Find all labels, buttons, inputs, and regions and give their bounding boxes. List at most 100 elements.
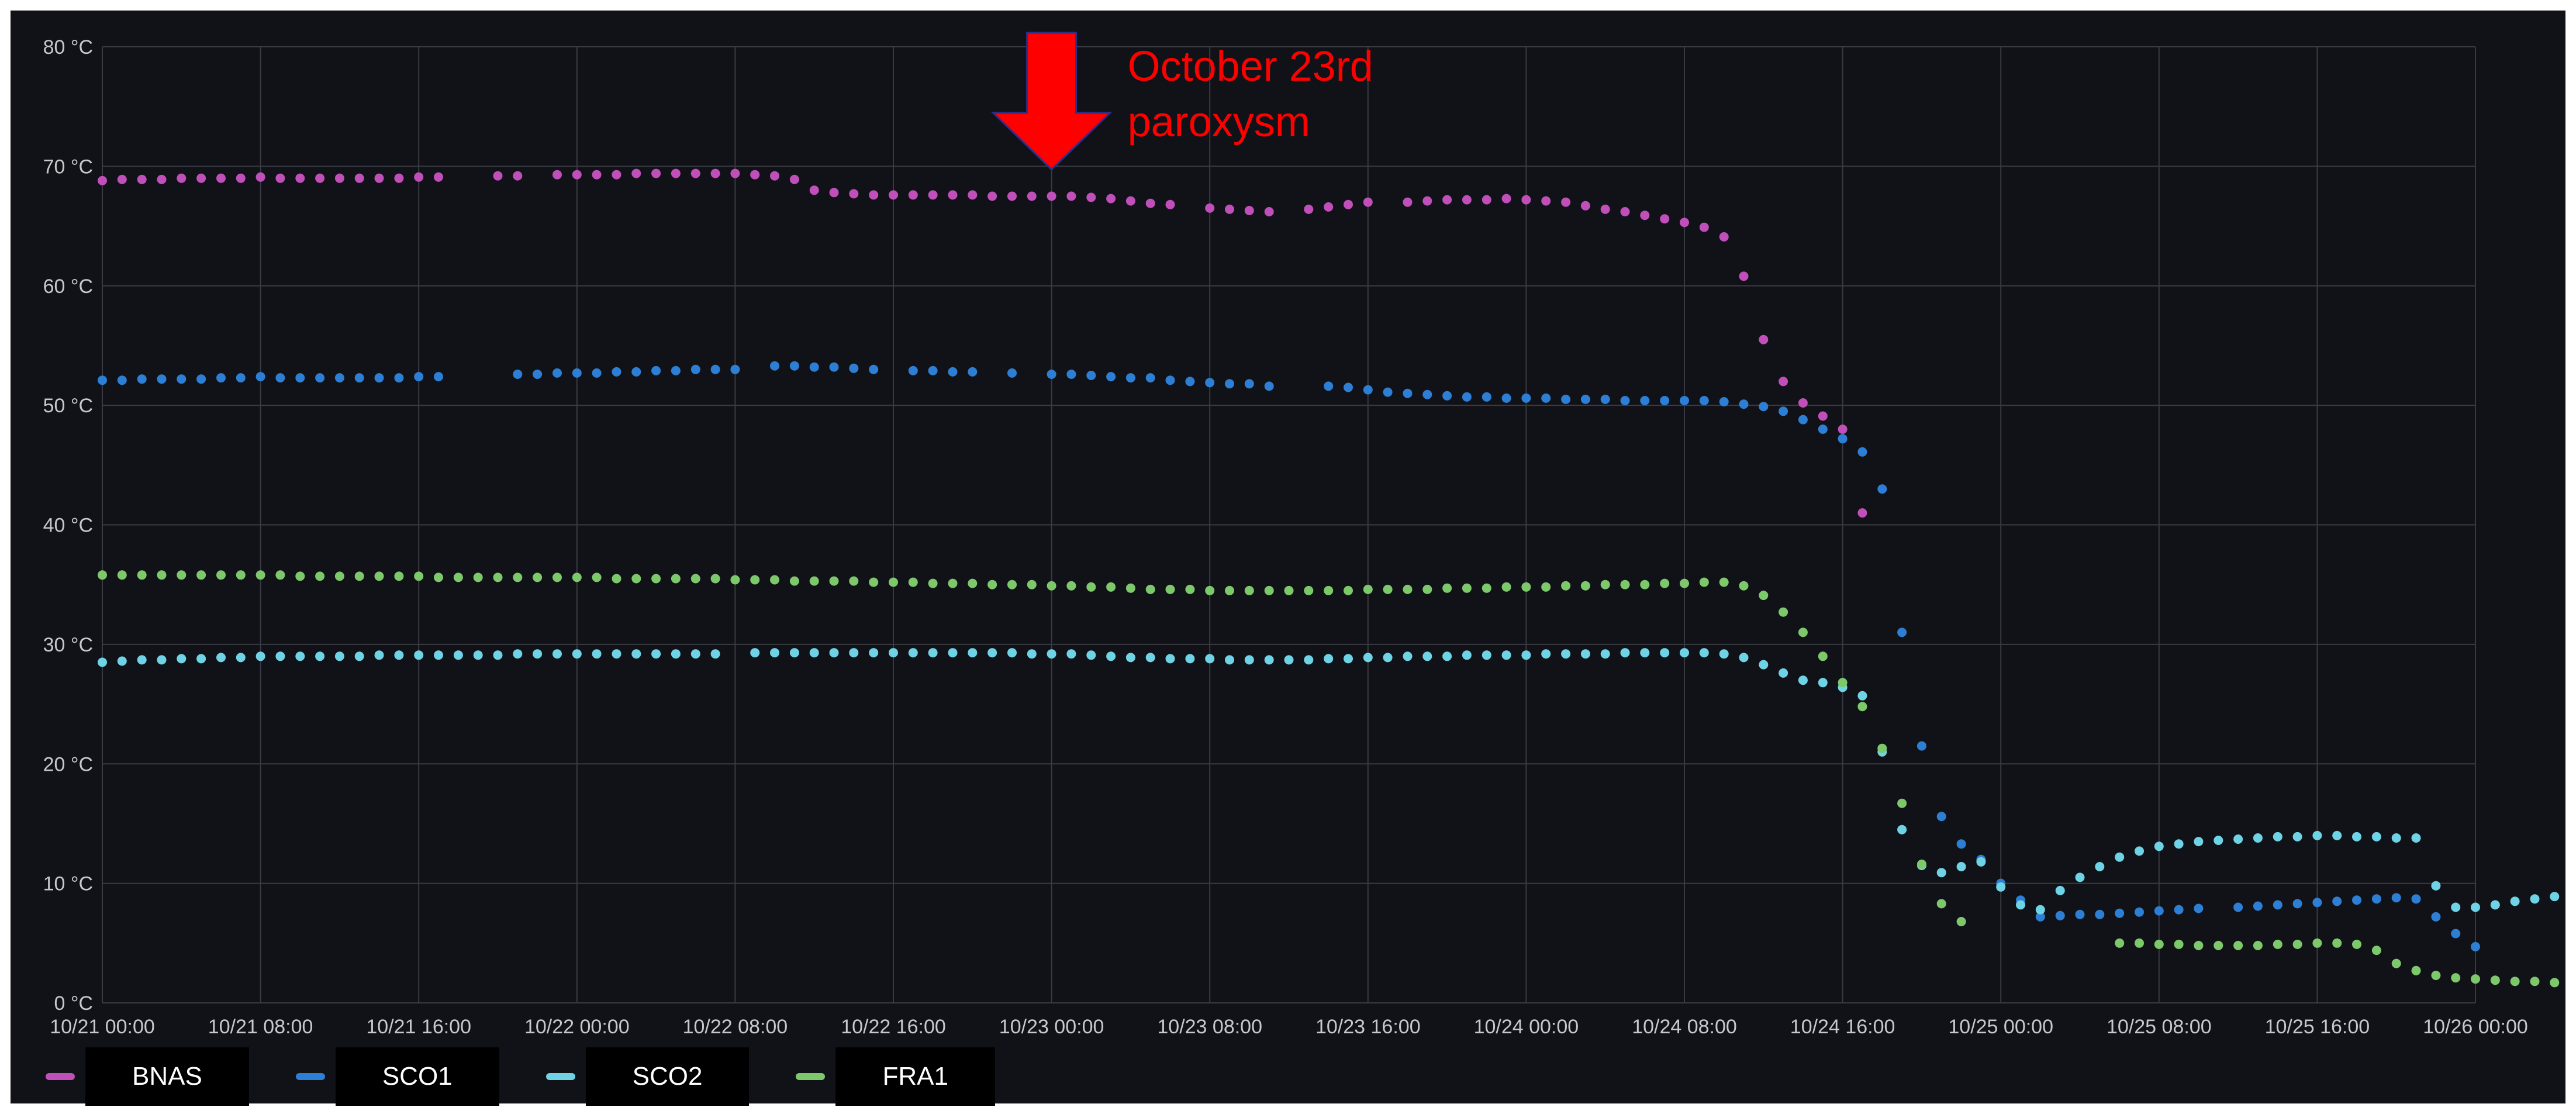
data-point — [1521, 650, 1531, 660]
x-tick-label: 10/21 00:00 — [50, 1016, 155, 1038]
data-point — [750, 575, 760, 585]
data-point — [2352, 895, 2361, 905]
data-point — [1838, 434, 1848, 444]
data-point — [730, 168, 740, 178]
x-tick-label: 10/23 08:00 — [1157, 1016, 1262, 1038]
data-point — [1699, 648, 1709, 658]
legend-item-fra1[interactable]: FRA1 — [761, 1047, 995, 1106]
y-tick-label: 50 °C — [43, 395, 93, 417]
data-point — [809, 648, 819, 658]
data-point — [1145, 584, 1155, 594]
data-point — [2253, 901, 2263, 911]
data-point — [275, 373, 285, 383]
data-point — [1541, 649, 1551, 659]
data-point — [1640, 396, 1650, 405]
data-point — [1580, 394, 1590, 404]
series-bnas — [98, 168, 1867, 518]
data-point — [1264, 207, 1274, 216]
data-point — [572, 649, 582, 659]
y-tick-label: 70 °C — [43, 156, 93, 178]
data-point — [789, 361, 799, 371]
data-point — [354, 373, 364, 383]
data-point — [1363, 385, 1373, 395]
legend-item-sco2[interactable]: SCO2 — [511, 1047, 750, 1106]
data-point — [473, 650, 483, 660]
data-point — [2451, 929, 2461, 939]
data-point — [533, 572, 543, 582]
data-point — [1205, 378, 1215, 388]
legend-item-sco1[interactable]: SCO1 — [261, 1047, 499, 1106]
data-point — [334, 373, 344, 383]
data-point — [908, 577, 918, 587]
data-point — [829, 362, 839, 372]
data-point — [1205, 654, 1215, 664]
data-point — [2273, 939, 2283, 949]
data-point — [157, 174, 167, 184]
data-point — [1759, 660, 1769, 670]
data-point — [2530, 977, 2540, 987]
data-point — [1818, 651, 1828, 661]
data-point — [1264, 381, 1274, 391]
chart-panel: 0 °C 10 °C 20 °C 30 °C 40 °C 50 °C 60 °C 70 °C 8… — [11, 11, 2565, 1106]
data-point — [196, 374, 206, 384]
data-point — [1047, 581, 1056, 591]
data-point — [1779, 668, 1788, 678]
data-point — [553, 170, 562, 180]
data-point — [117, 656, 127, 666]
data-point — [334, 651, 344, 661]
data-point — [1501, 582, 1511, 592]
data-point — [2411, 833, 2421, 843]
data-point — [1027, 649, 1037, 659]
data-point — [770, 575, 779, 585]
data-point — [2530, 894, 2540, 904]
data-point — [1699, 396, 1709, 405]
data-point — [2312, 938, 2322, 948]
x-tick-label: 10/22 00:00 — [524, 1016, 630, 1038]
data-point — [1482, 583, 1491, 593]
data-point — [2194, 837, 2204, 847]
series-sco1 — [98, 361, 2480, 951]
data-point — [592, 649, 602, 659]
data-point — [157, 570, 167, 580]
data-point — [1580, 201, 1590, 211]
data-point — [1225, 585, 1234, 595]
x-tick-label: 10/24 00:00 — [1474, 1016, 1579, 1038]
data-point — [1145, 373, 1155, 383]
data-point — [1541, 393, 1551, 403]
data-point — [2391, 893, 2401, 903]
data-point — [1422, 651, 1432, 661]
data-point — [1422, 389, 1432, 399]
data-point — [1363, 197, 1373, 207]
data-point — [2174, 905, 2184, 915]
data-point — [789, 648, 799, 658]
data-point — [2214, 940, 2223, 950]
data-point — [1838, 425, 1848, 434]
data-point — [2253, 833, 2263, 843]
data-point — [948, 578, 958, 588]
data-point — [177, 570, 187, 580]
x-tick-label: 10/21 08:00 — [208, 1016, 313, 1038]
data-point — [908, 648, 918, 658]
data-point — [275, 173, 285, 183]
series-fra1 — [98, 570, 2560, 988]
data-point — [968, 190, 978, 200]
data-point — [1996, 882, 2006, 892]
data-point — [2273, 832, 2283, 841]
data-point — [1106, 372, 1116, 382]
x-tick-label: 10/25 00:00 — [1948, 1016, 2053, 1038]
data-point — [2194, 903, 2204, 913]
data-point — [117, 570, 127, 580]
legend-item-bnas[interactable]: BNAS — [11, 1047, 249, 1106]
data-point — [572, 170, 582, 180]
y-tick-label: 0 °C — [54, 992, 93, 1015]
annotation-text-line-2: paroxysm — [1128, 99, 1310, 146]
data-point — [533, 370, 543, 379]
legend-label: FRA1 — [835, 1047, 995, 1106]
data-point — [513, 171, 523, 181]
data-point — [473, 572, 483, 582]
data-point — [1600, 204, 1610, 214]
legend-swatch — [295, 1073, 325, 1080]
data-point — [1047, 370, 1056, 379]
data-point — [928, 365, 938, 375]
data-point — [216, 373, 226, 383]
